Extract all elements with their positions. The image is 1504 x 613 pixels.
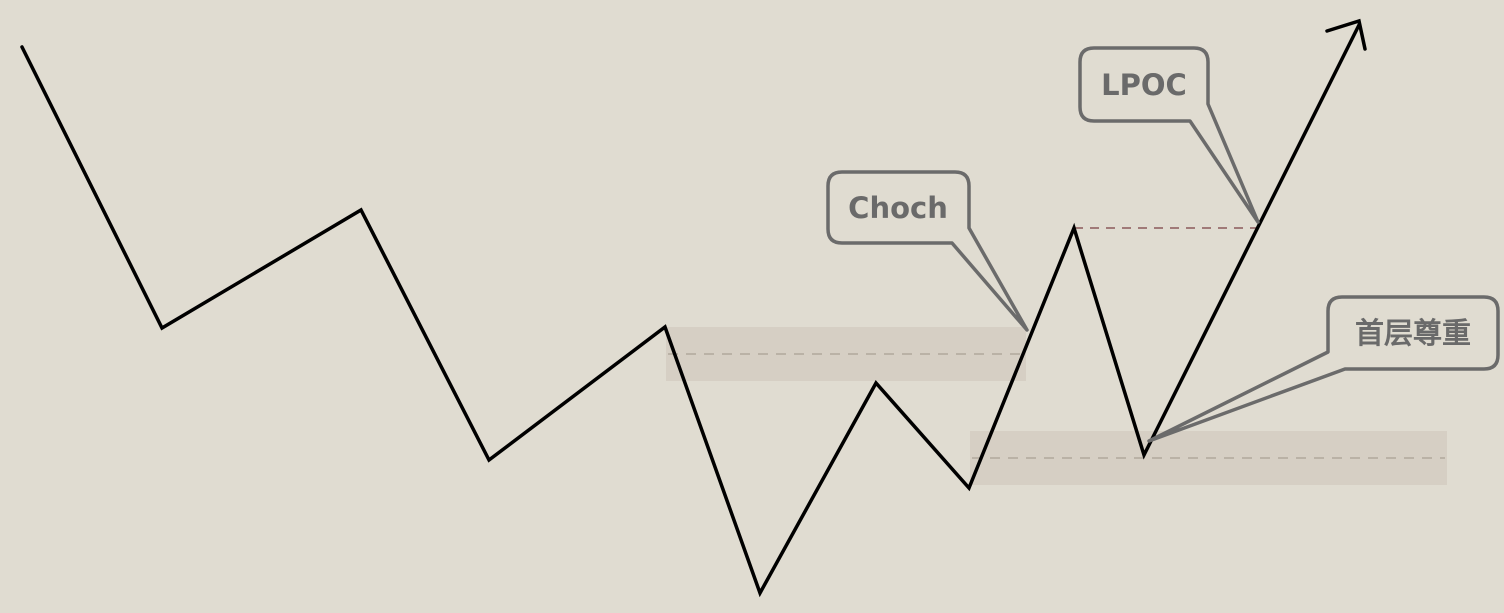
choch-label: Choch <box>848 191 948 225</box>
first-respect-label: 首层尊重 <box>1355 316 1471 350</box>
upper-zone <box>666 327 1026 381</box>
choch-callout <box>826 170 1029 332</box>
lpoc-label: LPOC <box>1101 68 1187 102</box>
arrow-head-icon <box>1325 18 1367 51</box>
price-path <box>20 23 1361 598</box>
lpoc-callout <box>1078 46 1260 224</box>
first-respect-callout <box>1147 295 1500 443</box>
